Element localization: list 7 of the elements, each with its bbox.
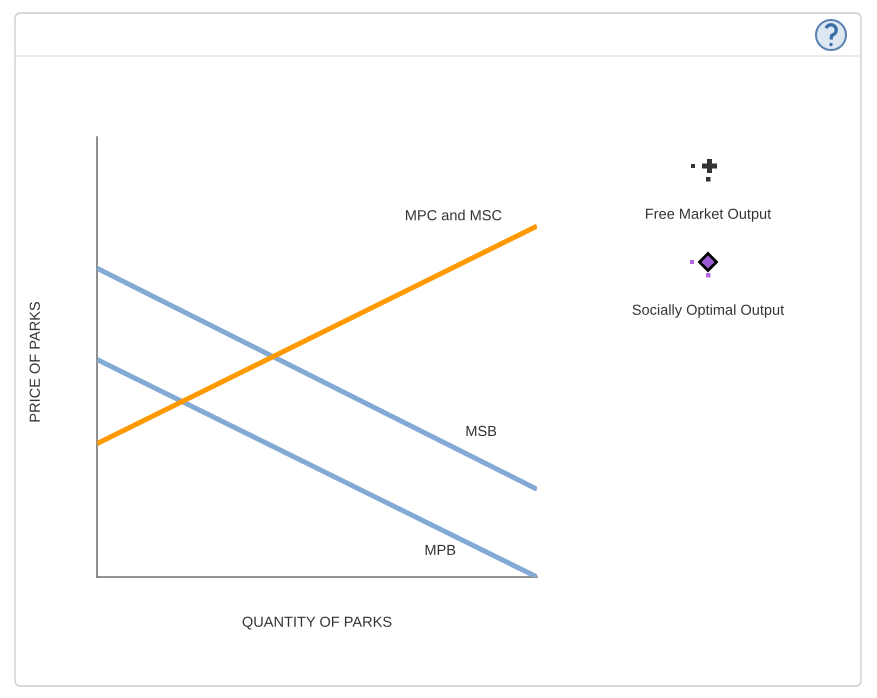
series-label: MSB (466, 426, 496, 436)
series-label: MPC and MSC (406, 210, 502, 220)
x-axis-title: QUANTITY OF PARKS (242, 616, 392, 630)
y-axis-title: PRICE OF PARKS (30, 302, 40, 422)
annotation: Socially Optimal Output (632, 304, 784, 318)
text: Free Market Output (646, 208, 772, 222)
series-label: MPB (426, 544, 456, 555)
